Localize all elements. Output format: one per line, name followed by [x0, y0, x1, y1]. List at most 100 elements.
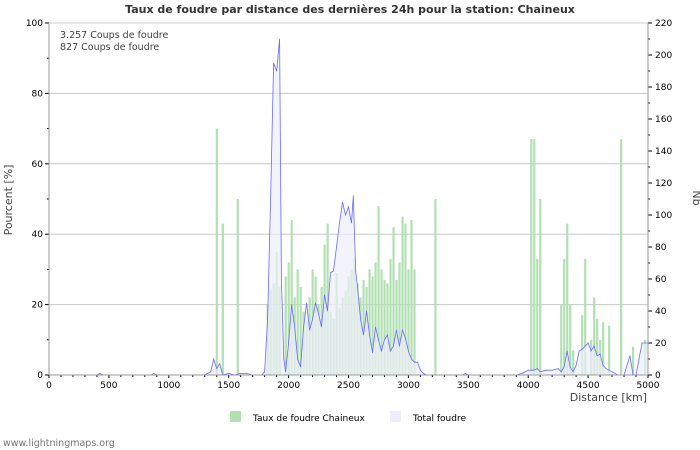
total-point [216, 368, 218, 369]
y-tick-label: 100 [26, 19, 43, 29]
total-point [375, 326, 376, 328]
total-point [351, 222, 352, 224]
bar [404, 223, 407, 375]
total-point [342, 201, 343, 203]
total-point [318, 313, 319, 315]
y2-tick-label: 80 [655, 243, 667, 253]
chart-title: Taux de foudre par distance des dernière… [125, 3, 575, 16]
bar [221, 223, 224, 375]
total-point [602, 365, 604, 366]
total-point [294, 326, 295, 328]
total-point [339, 222, 340, 224]
bar [377, 206, 380, 375]
total-point [366, 310, 367, 312]
total-point [596, 355, 598, 357]
bar [290, 220, 293, 375]
total-point [279, 38, 281, 40]
y2-tick-label: 200 [655, 51, 672, 61]
total-point [348, 206, 349, 208]
bar [581, 315, 584, 375]
total-point [413, 361, 415, 363]
bar [395, 279, 398, 375]
bar [299, 287, 302, 375]
total-point [581, 349, 583, 350]
total-point [327, 310, 328, 312]
bar [398, 262, 401, 375]
bar [407, 269, 410, 375]
x-tick-label: 1500 [217, 381, 240, 391]
bar [215, 128, 218, 375]
total-point [210, 371, 212, 373]
legend-swatch-station [230, 411, 241, 422]
info-total-strokes: 3.257 Coups de foudre [60, 30, 168, 41]
bar [563, 258, 566, 375]
total-point [324, 294, 325, 296]
total-point [563, 366, 565, 368]
y-tick-label: 80 [32, 89, 44, 99]
footer-credit: www.lightningmaps.org [3, 438, 115, 449]
legend-swatch-total [390, 411, 401, 422]
total-point [560, 371, 562, 373]
total-point [276, 70, 278, 72]
total-point [99, 373, 101, 374]
total-point [605, 368, 607, 369]
bar [584, 258, 587, 375]
total-point [387, 334, 388, 336]
bar [533, 139, 536, 375]
x-tick-label: 500 [100, 381, 117, 391]
info-station-strokes: 827 Coups de foudre [60, 42, 159, 53]
bar [380, 269, 383, 375]
y-axis-label: Pourcent [%] [2, 165, 15, 236]
total-point [396, 329, 397, 331]
total-point [333, 270, 334, 272]
total-point [352, 195, 354, 197]
total-point [306, 302, 307, 304]
y2-tick-label: 0 [655, 371, 661, 381]
y2-tick-label: 140 [655, 147, 672, 157]
total-point [405, 337, 406, 339]
bar [389, 258, 392, 375]
total-point [336, 246, 337, 248]
total-point [267, 318, 269, 320]
total-point [533, 369, 535, 371]
x-tick-label: 3000 [397, 381, 420, 391]
bar [602, 322, 605, 375]
bar [572, 350, 575, 375]
x-axis-label: Distance [km] [570, 391, 647, 404]
total-point [219, 363, 221, 365]
total-point [300, 366, 301, 368]
total-point [611, 371, 613, 373]
total-point [228, 373, 230, 374]
total-point [464, 373, 466, 374]
bar [566, 223, 569, 375]
total-point [357, 286, 358, 288]
total-point [402, 329, 403, 331]
total-point [360, 318, 361, 320]
total-point [281, 278, 282, 280]
y2-tick-label: 40 [655, 307, 667, 317]
bar [326, 223, 329, 375]
bar [386, 283, 389, 375]
total-point [608, 369, 610, 371]
y2-tick-label: 100 [655, 211, 672, 221]
y-tick-label: 0 [37, 371, 43, 381]
y2-tick-label: 160 [655, 115, 672, 125]
total-point [539, 371, 541, 373]
bar [632, 346, 635, 375]
legend-label-station: Taux de foudre Chaineux [252, 414, 365, 424]
total-point [641, 342, 643, 344]
total-point [422, 373, 424, 374]
bar [434, 199, 437, 375]
total-point [536, 368, 538, 369]
y-tick-label: 20 [32, 301, 44, 311]
total-point [521, 373, 523, 374]
total-point [309, 329, 310, 331]
axes: 0204060801000204060801001201401601802002… [26, 19, 673, 391]
y-tick-label: 60 [32, 160, 44, 170]
total-point [285, 371, 287, 373]
total-point [303, 326, 304, 328]
bar [593, 297, 596, 375]
bar [539, 199, 542, 375]
total-point [312, 318, 313, 320]
total-point [393, 345, 394, 347]
